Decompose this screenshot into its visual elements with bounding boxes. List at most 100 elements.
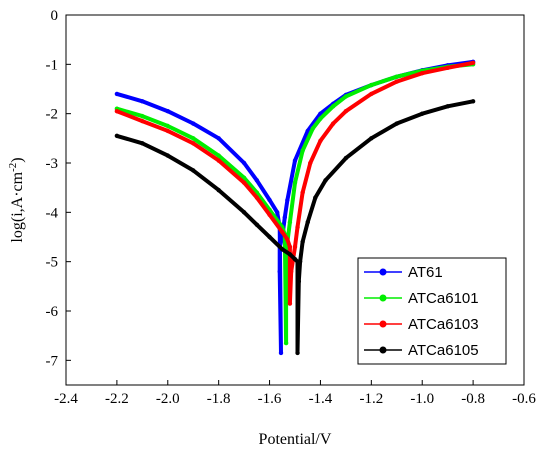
data-point — [470, 99, 476, 104]
data-point — [300, 239, 305, 245]
x-tick-label: -1.0 — [410, 391, 434, 407]
data-point — [285, 237, 290, 242]
data-point — [254, 222, 260, 227]
data-point — [114, 109, 120, 114]
data-point — [287, 301, 293, 306]
data-point — [343, 155, 349, 161]
data-point — [267, 234, 272, 240]
data-point — [274, 210, 280, 215]
series-ATCa6105 — [114, 99, 476, 356]
data-point — [114, 91, 120, 97]
x-tick-label: -1.8 — [207, 391, 231, 407]
data-point — [369, 136, 374, 141]
data-point — [216, 187, 221, 193]
y-tick-label: -5 — [46, 255, 59, 271]
data-point — [140, 141, 145, 146]
data-point — [292, 158, 298, 163]
data-point — [318, 116, 323, 121]
data-point — [165, 123, 170, 129]
x-tick-label: -2.0 — [156, 391, 180, 407]
y-axis-title: log(i,A·cm-2) — [7, 157, 26, 242]
data-point — [296, 279, 302, 284]
legend-marker — [379, 294, 387, 302]
data-point — [330, 121, 336, 126]
y-tick-label: -3 — [46, 156, 59, 172]
data-point — [165, 153, 170, 158]
y-tick-label: -7 — [46, 353, 59, 369]
data-point — [305, 220, 310, 225]
data-point — [292, 244, 298, 250]
data-point — [445, 104, 450, 109]
series-layer — [114, 59, 476, 356]
data-point — [267, 197, 272, 203]
data-point — [420, 71, 425, 76]
y-tick-label: -4 — [46, 205, 59, 221]
legend-label: ATCa6105 — [408, 342, 479, 359]
data-point — [280, 229, 285, 235]
data-point — [282, 215, 288, 220]
data-point — [369, 91, 374, 97]
data-point — [287, 252, 293, 257]
data-point — [470, 60, 476, 66]
data-point — [277, 269, 282, 274]
data-point — [369, 82, 374, 88]
data-point — [278, 350, 284, 356]
data-point — [330, 104, 336, 109]
y-tick-label: 0 — [51, 8, 59, 24]
data-point — [343, 109, 349, 114]
series-ATCa6103 — [114, 60, 476, 306]
data-point — [165, 109, 170, 114]
data-point — [140, 113, 145, 119]
data-point — [216, 153, 221, 158]
data-point — [216, 158, 221, 163]
data-point — [140, 118, 145, 124]
data-point — [254, 195, 260, 200]
data-point — [285, 197, 290, 203]
data-point — [295, 224, 300, 230]
data-point — [287, 244, 293, 250]
data-point — [305, 128, 310, 134]
x-tick-label: -0.6 — [512, 391, 536, 407]
legend-marker — [379, 268, 387, 276]
data-point — [323, 178, 328, 183]
data-point — [420, 111, 425, 116]
x-tick-label: -2.2 — [105, 391, 129, 407]
legend-marker — [379, 346, 387, 354]
data-point — [288, 269, 294, 274]
data-point — [313, 195, 318, 200]
legend: AT61 ATCa6101 ATCa6103 ATCa6105 — [357, 257, 507, 365]
legend-marker — [379, 320, 387, 328]
data-point — [300, 148, 305, 153]
data-point — [241, 160, 247, 166]
data-point — [283, 259, 289, 264]
data-point — [191, 168, 196, 173]
data-point — [343, 94, 349, 99]
x-tick-label: -1.4 — [309, 391, 333, 407]
data-point — [254, 178, 260, 183]
data-point — [308, 160, 313, 166]
data-point — [318, 138, 323, 143]
data-point — [287, 220, 293, 225]
data-point — [394, 121, 399, 126]
legend-label: AT61 — [408, 264, 443, 281]
data-point — [292, 180, 298, 185]
legend-label: ATCa6103 — [408, 316, 479, 333]
y-axis: 0 -1 -2 -3 -4 -5 -6 -7 — [46, 8, 71, 369]
data-point — [165, 128, 170, 134]
data-point — [394, 79, 399, 84]
data-point — [445, 65, 450, 70]
data-point — [300, 190, 305, 195]
data-point — [191, 141, 196, 146]
data-point — [241, 175, 247, 180]
data-point — [310, 126, 316, 131]
legend-label: ATCa6101 — [408, 290, 479, 307]
x-tick-label: -2.4 — [54, 391, 78, 407]
y-tick-label: -1 — [46, 57, 59, 73]
x-tick-label: -1.2 — [359, 391, 383, 407]
x-axis: -2.4 -2.2 -2.0 -1.8 -1.6 -1.4 -1.2 -1.0 -0.8 -0.6 — [54, 380, 536, 407]
legend-box — [357, 257, 507, 365]
data-point — [140, 99, 145, 104]
data-point — [295, 350, 300, 356]
data-point — [394, 74, 399, 79]
